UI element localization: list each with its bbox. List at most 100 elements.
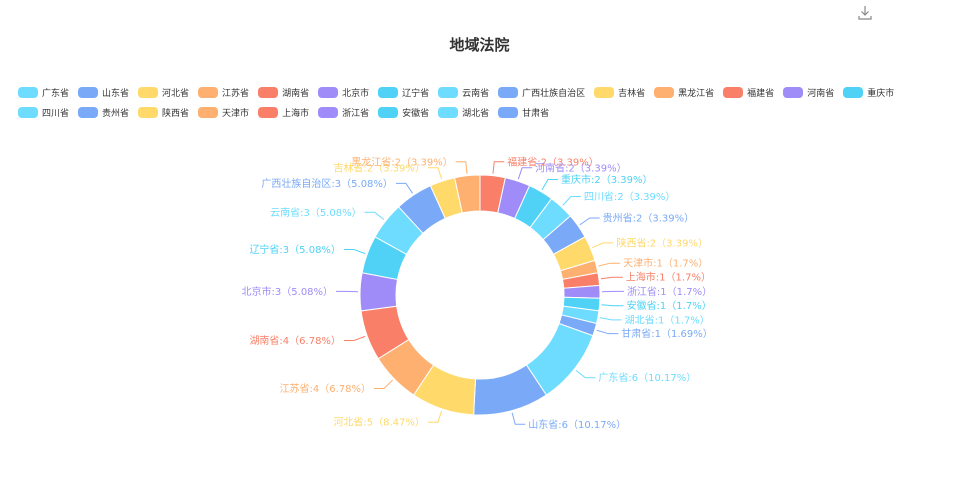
leader-line — [455, 161, 468, 174]
legend-label: 广西壮族自治区 — [522, 89, 586, 99]
legend-item[interactable]: 福建省 — [723, 86, 774, 99]
data-label: 河北省:5（8.47%） — [333, 416, 425, 429]
legend-item[interactable]: 吉林省 — [594, 86, 645, 99]
data-label: 广西壮族自治区:3（5.08%） — [261, 177, 393, 190]
leader-line — [427, 167, 443, 180]
legend-label: 四川省 — [42, 109, 70, 119]
leader-line — [427, 410, 443, 423]
leader-line — [599, 317, 622, 321]
legend-item[interactable]: 广西壮族自治区 — [498, 86, 585, 99]
chart-legend: 广东省 山东省 河北省 江苏省 湖南省 北京市 辽宁省 云南省 广西壮族自治区 吉林省 黑龙江省 福建… — [18, 86, 948, 119]
legend-label: 黑龙江省 — [678, 89, 715, 99]
leader-line — [575, 369, 596, 379]
data-label: 湖北省:1（1.7%） — [625, 313, 710, 326]
leader-line — [600, 276, 623, 280]
legend-swatch — [78, 107, 99, 118]
legend-swatch — [18, 107, 38, 118]
leader-line — [592, 242, 614, 249]
data-label: 黑龙江省:2（3.39%） — [351, 155, 453, 168]
legend-label: 福建省 — [747, 89, 775, 99]
legend-label: 上海市 — [282, 109, 310, 119]
leader-line — [517, 167, 533, 180]
legend-swatch — [378, 87, 399, 98]
legend-swatch — [843, 87, 864, 98]
data-label: 浙江省:1（1.7%） — [627, 285, 712, 298]
leader-line — [373, 379, 393, 389]
legend-swatch — [723, 87, 744, 98]
data-label: 广东省:6（10.17%） — [598, 371, 696, 384]
legend-label: 重庆市 — [867, 89, 895, 99]
legend-item[interactable]: 四川省 — [18, 106, 69, 119]
legend-swatch — [318, 107, 339, 118]
legend-swatch — [498, 87, 519, 98]
data-label: 安徽省:1（1.7%） — [627, 299, 712, 312]
legend-item[interactable]: 天津市 — [198, 106, 249, 119]
legend-swatch — [258, 107, 279, 118]
legend-swatch — [198, 87, 219, 98]
legend-item[interactable]: 重庆市 — [843, 86, 894, 99]
leader-line — [596, 329, 619, 335]
data-label: 四川省:2（3.39%） — [584, 190, 676, 203]
data-label: 上海市:1（1.7%） — [626, 271, 711, 284]
legend-item[interactable]: 陕西省 — [138, 106, 189, 119]
legend-item[interactable]: 北京市 — [318, 86, 369, 99]
leader-line — [579, 217, 600, 226]
slice-黑龙江省[interactable] — [454, 174, 481, 214]
leader-line — [343, 249, 366, 255]
legend-label: 天津市 — [222, 109, 250, 119]
data-label: 吉林省:2（3.39%） — [333, 161, 425, 174]
legend-item[interactable]: 山东省 — [78, 86, 129, 99]
legend-swatch — [438, 107, 459, 118]
legend-label: 广东省 — [42, 89, 70, 99]
chart-title: 地域法院 — [449, 36, 510, 54]
legend-swatch — [78, 87, 99, 98]
legend-item[interactable]: 江苏省 — [198, 86, 249, 99]
legend-item[interactable]: 河南省 — [783, 86, 834, 99]
download-icon[interactable] — [857, 5, 873, 21]
data-label: 重庆市:2（3.39%） — [561, 173, 653, 186]
leader-line — [562, 196, 581, 206]
legend-label: 甘肃省 — [522, 109, 550, 119]
legend-item[interactable]: 黑龙江省 — [654, 86, 714, 99]
legend-item[interactable]: 辽宁省 — [378, 86, 429, 99]
data-label: 湖南省:4（6.78%） — [249, 334, 341, 347]
legend-item[interactable]: 甘肃省 — [498, 106, 549, 119]
legend-item[interactable]: 湖南省 — [258, 86, 309, 99]
legend-swatch — [783, 87, 804, 98]
data-label: 河南省:2（3.39%） — [535, 161, 627, 174]
legend-swatch — [18, 87, 38, 98]
legend-item[interactable]: 安徽省 — [378, 106, 429, 119]
leader-line — [395, 182, 413, 194]
legend-swatch — [378, 107, 399, 118]
leader-line — [492, 161, 505, 174]
data-label: 云南省:3（5.08%） — [270, 206, 362, 219]
legend-item[interactable]: 云南省 — [438, 86, 489, 99]
legend-item[interactable]: 浙江省 — [318, 106, 369, 119]
data-label: 甘肃省:1（1.69%） — [621, 327, 713, 340]
legend-swatch — [654, 87, 675, 98]
legend-label: 河南省 — [807, 89, 835, 99]
data-label: 陕西省:2（3.39%） — [616, 236, 708, 249]
data-label: 山东省:6（10.17%） — [528, 418, 626, 431]
legend-label: 湖南省 — [282, 89, 310, 99]
legend-swatch — [138, 87, 159, 98]
legend-item[interactable]: 上海市 — [258, 106, 309, 119]
leader-line — [364, 211, 385, 221]
legend-label: 辽宁省 — [402, 89, 430, 99]
legend-item[interactable]: 河北省 — [138, 86, 189, 99]
legend-item[interactable]: 贵州省 — [78, 106, 129, 119]
legend-label: 云南省 — [462, 89, 490, 99]
legend-item[interactable]: 湖北省 — [438, 106, 489, 119]
data-label: 北京市:3（5.08%） — [242, 285, 334, 298]
legend-label: 江苏省 — [222, 89, 250, 99]
leader-line — [343, 335, 366, 341]
legend-swatch — [318, 87, 339, 98]
legend-swatch — [138, 107, 159, 118]
legend-label: 吉林省 — [618, 89, 646, 99]
legend-item[interactable]: 广东省 — [18, 86, 69, 99]
legend-label: 浙江省 — [342, 109, 370, 119]
legend-label: 陕西省 — [162, 109, 190, 119]
legend-swatch — [498, 107, 519, 118]
data-label: 天津市:1（1.7%） — [623, 257, 708, 270]
data-label: 江苏省:4（6.78%） — [279, 382, 371, 395]
